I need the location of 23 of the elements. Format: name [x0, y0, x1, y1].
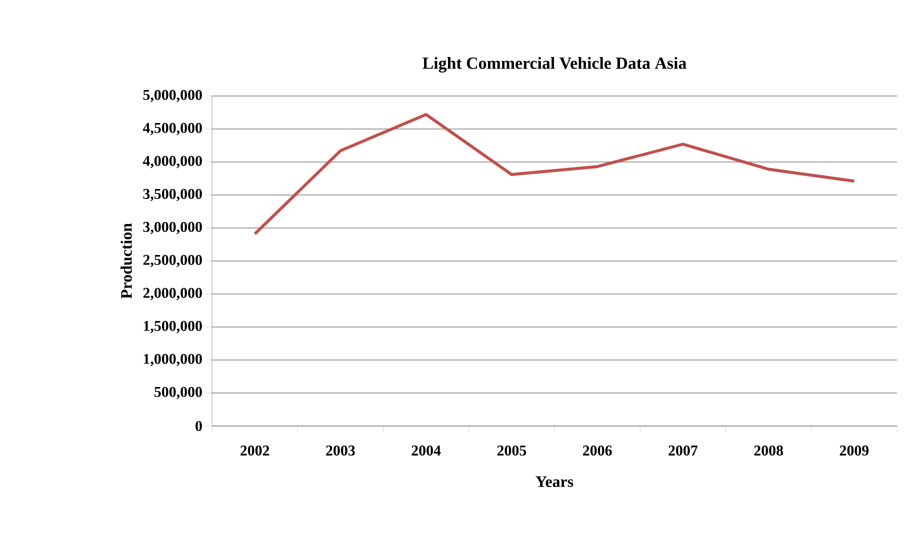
x-tick-label: 2002	[240, 446, 270, 456]
y-tick-label: 4,000,000	[142, 156, 202, 168]
x-axis-title: Years	[536, 476, 574, 488]
y-tick-label: 1,500,000	[144, 320, 202, 334]
x-tick-label: 2005	[497, 446, 526, 456]
x-tick-label: 2004	[412, 446, 441, 456]
y-axis-title: Production	[120, 223, 132, 299]
y-tick-label: 3,000,000	[143, 222, 202, 234]
x-tick-label: 2006	[583, 446, 612, 456]
y-tick-label: 1,000,000	[144, 354, 202, 366]
line-series	[253, 112, 856, 236]
x-tick-label: 2007	[668, 446, 698, 456]
chart-title: Light Commercial Vehicle Data Asia	[422, 57, 686, 72]
x-tick-label: 2008	[754, 446, 784, 456]
y-tick-label: 5,000,000	[143, 90, 202, 102]
y-tick-label: 2,000,000	[143, 288, 202, 300]
y-tick-label: 0	[196, 420, 202, 432]
y-tick-label: 4,500,000	[142, 122, 202, 136]
y-tick-label: 3,500,000	[143, 188, 202, 202]
y-tick-label: 2,500,000	[143, 254, 202, 268]
y-tick-label: 500,000	[154, 386, 202, 400]
x-tick-label: 2009	[840, 446, 869, 456]
x-tick-label: 2003	[326, 446, 355, 456]
